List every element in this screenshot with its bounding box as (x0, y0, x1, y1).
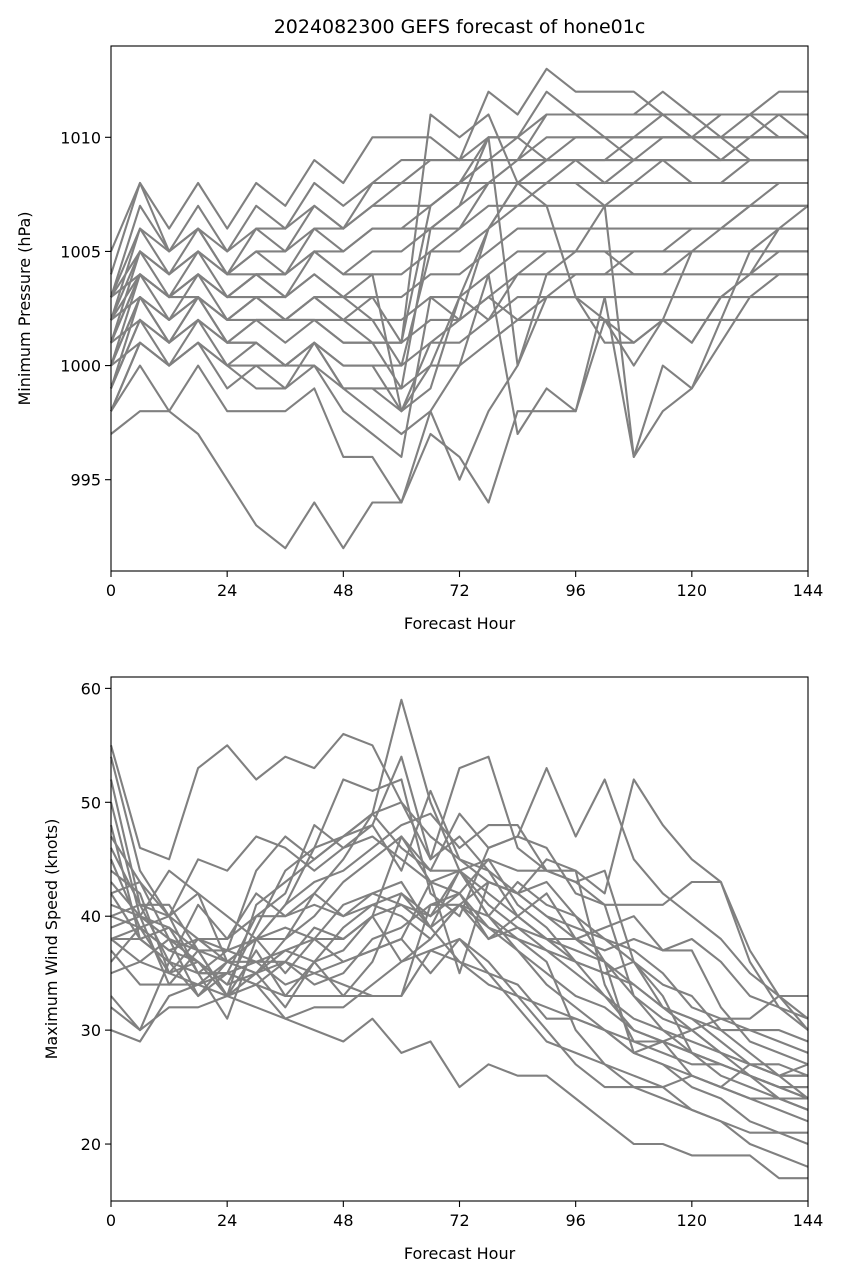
wind-y-tick-label: 50 (81, 793, 101, 812)
wind-series-line-23 (110, 858, 808, 1043)
wind-chart: 0 24 48 72 96 120 144 20 30 40 50 60 Forecast Hour… (42, 676, 823, 1263)
pressure-x-tick-label: 48 (333, 581, 353, 600)
wind-x-tick-label: 0 (106, 1211, 116, 1230)
pressure-x-tick-label: 0 (106, 581, 116, 600)
wind-y-ticks: 20 30 40 50 60 (81, 679, 111, 1154)
wind-series-line-24 (110, 835, 809, 1089)
pressure-series-line-3 (109, 113, 808, 298)
wind-x-tick-label: 72 (449, 1211, 469, 1230)
pressure-x-axis-label: Forecast Hour (404, 614, 516, 633)
chart-title: 2024082300 GEFS forecast of hone01c (274, 16, 646, 38)
pressure-series-group (109, 67, 809, 550)
pressure-x-tick-label: 144 (793, 581, 824, 600)
pressure-series-line-19 (110, 204, 808, 481)
pressure-x-ticks: 0 24 48 72 96 120 144 (106, 571, 823, 600)
pressure-y-tick-label: 1000 (60, 357, 101, 376)
pressure-chart: 2024082300 GEFS forecast of hone01c 0 24 4… (15, 16, 823, 633)
wind-x-tick-label: 144 (793, 1211, 824, 1230)
pressure-x-tick-label: 24 (217, 581, 237, 600)
pressure-x-tick-label: 96 (565, 581, 585, 600)
wind-series-line-25 (110, 835, 809, 1066)
wind-x-tick-label: 24 (217, 1211, 237, 1230)
wind-x-axis-label: Forecast Hour (404, 1244, 516, 1263)
pressure-y-tick-label: 1010 (60, 128, 101, 147)
wind-x-tick-label: 96 (565, 1211, 585, 1230)
wind-y-tick-label: 60 (81, 679, 101, 698)
pressure-series-line-24 (110, 204, 808, 458)
pressure-series-line-17 (110, 136, 808, 344)
pressure-y-tick-label: 995 (70, 471, 101, 490)
wind-y-tick-label: 20 (81, 1135, 101, 1154)
wind-x-tick-label: 48 (333, 1211, 353, 1230)
pressure-series-line-25 (110, 181, 808, 458)
wind-series-line-22 (110, 812, 809, 1100)
wind-x-ticks: 0 24 48 72 96 120 144 (106, 1201, 823, 1230)
pressure-series-line-23 (110, 113, 808, 344)
pressure-y-axis-label: Minimum Pressure (hPa) (15, 212, 34, 406)
wind-series-group (109, 698, 809, 1180)
pressure-x-tick-label: 120 (677, 581, 708, 600)
pressure-x-tick-label: 72 (449, 581, 469, 600)
wind-x-tick-label: 120 (677, 1211, 708, 1230)
wind-y-axis-label: Maximum Wind Speed (knots) (42, 819, 61, 1060)
pressure-y-tick-label: 1005 (60, 242, 101, 261)
wind-y-tick-label: 30 (81, 1021, 101, 1040)
pressure-y-ticks: 995 1000 1005 1010 (60, 128, 111, 490)
wind-series-line-19 (110, 892, 808, 1077)
wind-y-tick-label: 40 (81, 907, 101, 926)
